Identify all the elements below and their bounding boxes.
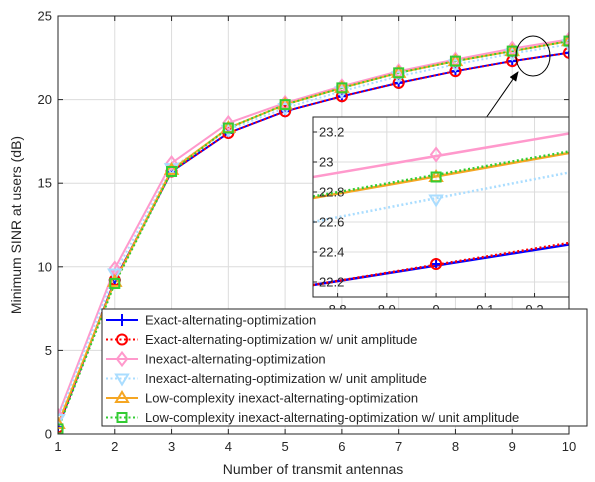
series-5-point [163,161,180,175]
series-line-5 [58,40,569,425]
inset-background [313,117,569,297]
series-6-point [279,99,291,111]
x-tick-label: 3 [168,439,175,454]
series-2-point [279,105,292,118]
y-tick-label: 10 [38,259,52,274]
series-2-point [563,46,569,59]
series-3-point [222,114,235,132]
series-6-point [336,82,348,94]
legend-marker [116,333,128,346]
x-tick-label: 1 [54,439,61,454]
inset-y-tick-label: 23.2 [319,125,344,140]
series-line-4 [58,43,569,420]
inset-y-tick-label: 22.4 [319,245,344,260]
inset-y-tick-label: 22.2 [319,275,344,290]
inset-series-6-point [430,171,442,183]
inset-series [313,132,569,287]
legend-entry: Low-complexity inexact-alternating-optim… [106,390,418,406]
legend-entry: Exact-alternating-optimization w/ unit a… [106,332,417,347]
legend-marker [116,412,128,423]
legend-entry: Exact-alternating-optimization [106,313,316,328]
series-6-point [393,67,405,79]
series-6-point [58,423,64,434]
series-4-point [220,124,237,138]
inset-series-4-point [428,194,444,208]
inset-series-2-point [430,258,443,270]
y-tick-label: 15 [38,176,52,191]
legend-label: Low-complexity inexact-alternating-optim… [145,391,418,406]
series-3-point [58,407,65,424]
series-3-point [165,154,178,172]
legend-box [101,308,588,427]
legend-marker [116,314,128,326]
series-4-point [58,413,66,427]
x-tick-label: 10 [562,439,576,454]
x-tick-label: 2 [111,439,118,454]
legend: Exact-alternating-optimization Exact-alte… [101,308,588,427]
zoom-ellipse [515,35,551,77]
inset-series-line-6 [313,150,569,198]
y-tick-label: 20 [38,92,52,107]
legend-entry: Inexact-alternating-optimization w/ unit… [106,371,427,387]
legend-label: Exact-alternating-optimization [145,313,316,328]
series-6-point [563,35,569,47]
y-tick-label: 0 [45,427,52,442]
series-5-point [561,33,569,47]
x-tick-label: 6 [338,439,345,454]
x-tick-label: 8 [452,439,459,454]
legend-marker [114,390,130,403]
legend-label: Exact-alternating-optimization w/ unit a… [145,332,417,347]
legend-label: Inexact-alternating-optimization w/ unit… [145,371,427,386]
inset-y-tick-label: 23 [319,155,333,170]
series-6-point [449,55,461,67]
y-tick-label: 5 [45,343,52,358]
legend-items: Exact-alternating-optimization Exact-alte… [106,313,519,425]
series-6-point [166,165,178,177]
legend-marker [115,350,129,368]
legend-marker [114,373,130,387]
inset-series-3-point [429,146,443,163]
inset-y-tick-label: 22.8 [319,185,344,200]
main-series [58,31,569,434]
series-5-point [58,416,66,429]
y-tick-label: 25 [38,9,52,24]
x-axis-label: Number of transmit antennas [223,461,404,477]
series-6-point [109,278,121,290]
x-tick-label: 9 [509,439,516,454]
legend-label: Inexact-alternating-optimization [145,352,326,367]
legend-label: Low-complexity inexact-alternating-optim… [145,410,519,425]
series-5-point [107,273,123,287]
y-axis-label: Minimum SINR at users (dB) [8,136,24,314]
legend-entry: Low-complexity inexact-alternating-optim… [106,410,519,425]
x-tick-label: 5 [281,439,288,454]
inset-frame [312,116,570,298]
legend-entry: Inexact-alternating-optimization [106,350,326,368]
inset-series-line-2 [313,241,569,287]
x-tick-label: 7 [395,439,402,454]
inset-y-tick-label: 22.6 [319,215,344,230]
series-4-point [107,268,123,282]
series-line-2 [58,51,569,428]
series-6-point [222,122,234,134]
series-line-3 [58,38,569,416]
zoom-arrow [485,71,519,119]
x-tick-label: 4 [225,439,232,454]
inset-series-line-4 [313,171,569,224]
